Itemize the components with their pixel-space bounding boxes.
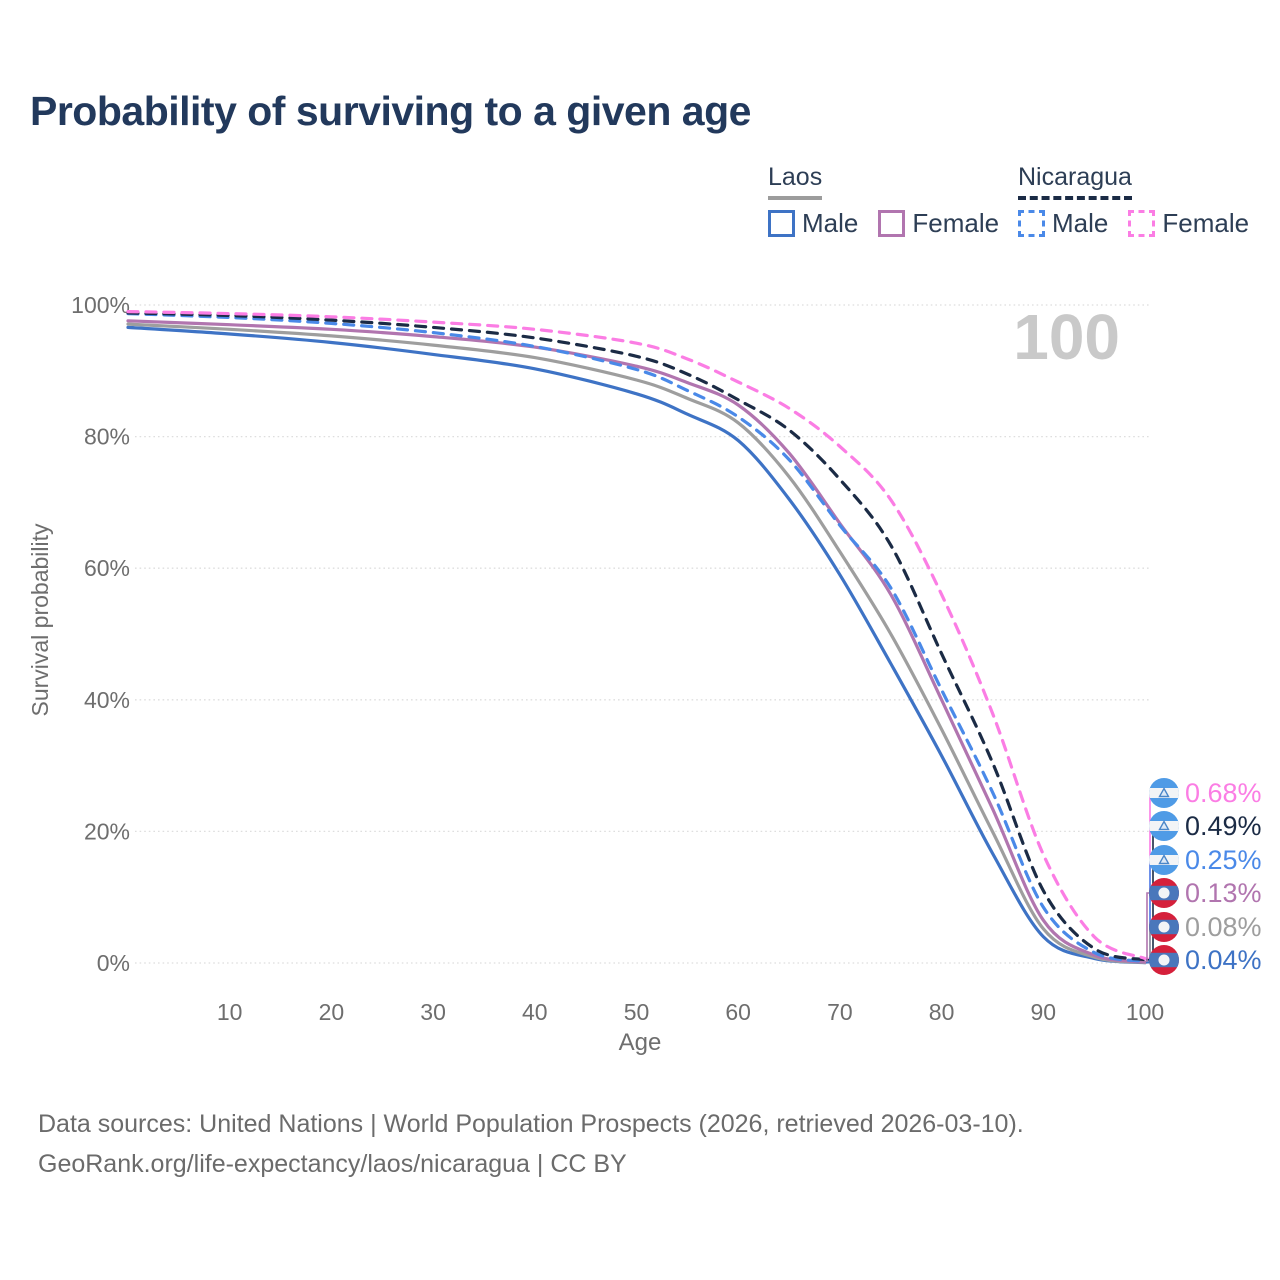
y-tick-label: 40% xyxy=(84,687,130,713)
x-tick-label: 30 xyxy=(420,999,446,1025)
end-value-laos-male: 0.04% xyxy=(1185,945,1262,975)
y-tick-label: 100% xyxy=(71,292,130,318)
end-value-nicaragua-both: 0.49% xyxy=(1185,811,1262,841)
nicaragua-flag-icon xyxy=(1149,778,1179,808)
laos-female-swatch-icon xyxy=(878,210,906,237)
series-line-laos-male[interactable] xyxy=(126,325,1147,965)
laos-male-swatch-icon xyxy=(768,210,795,237)
legend-country-nicaragua: Nicaragua xyxy=(1018,163,1132,200)
legend-group-nicaragua: Nicaragua Male Female xyxy=(1018,163,1249,239)
nicaragua-male-swatch-icon xyxy=(1018,210,1045,237)
legend-item-laos-male[interactable]: Male xyxy=(768,208,858,239)
legend-item-nicaragua-female[interactable]: Female xyxy=(1128,208,1249,239)
legend-group-laos: Laos Male Female xyxy=(768,163,999,239)
chart-title: Probability of surviving to a given age xyxy=(30,88,751,134)
legend-item-nicaragua-male[interactable]: Male xyxy=(1018,208,1108,239)
footer: Data sources: United Nations | World Pop… xyxy=(38,1104,1024,1184)
y-tick-label: 80% xyxy=(84,424,130,450)
end-value-laos-both: 0.08% xyxy=(1185,912,1262,942)
series-line-laos-female[interactable] xyxy=(126,319,1147,964)
y-tick-label: 20% xyxy=(84,818,130,844)
x-axis: 10 20 30 40 50 60 70 80 90 100 Age xyxy=(217,999,1164,1056)
gridlines: 0% 20% 40% 60% 80% 100% xyxy=(71,292,1150,976)
legend-items-laos: Male Female xyxy=(768,208,999,239)
legend-item-laos-female[interactable]: Female xyxy=(878,208,999,239)
legend-country-laos: Laos xyxy=(768,163,823,200)
nicaragua-flag-icon xyxy=(1149,845,1179,875)
legend-label-laos-male: Male xyxy=(802,208,859,238)
legend-items-nicaragua: Male Female xyxy=(1018,208,1249,239)
series-lines xyxy=(126,310,1147,965)
x-tick-label: 80 xyxy=(929,999,955,1025)
end-value-nicaragua-female: 0.68% xyxy=(1185,778,1262,808)
series-line-laos-both[interactable] xyxy=(126,322,1147,965)
end-value-nicaragua-male: 0.25% xyxy=(1185,845,1262,875)
x-tick-label: 50 xyxy=(624,999,650,1025)
hover-age-watermark: 100 xyxy=(1013,301,1120,373)
y-tick-label: 60% xyxy=(84,555,130,581)
x-tick-label: 10 xyxy=(217,999,243,1025)
x-tick-label: 70 xyxy=(827,999,853,1025)
legend-label-nicaragua-female: Female xyxy=(1162,208,1250,238)
legend-label-nicaragua-male: Male xyxy=(1052,208,1109,238)
x-axis-title: Age xyxy=(619,1029,662,1056)
attribution-line: GeoRank.org/life-expectancy/laos/nicarag… xyxy=(38,1150,627,1178)
series-line-nicaragua-male[interactable] xyxy=(126,312,1147,963)
y-tick-label: 0% xyxy=(97,950,130,976)
x-tick-label: 90 xyxy=(1031,999,1057,1025)
x-tick-label: 60 xyxy=(725,999,751,1025)
legend-label-laos-female: Female xyxy=(912,208,1000,238)
data-sources-line: Data sources: United Nations | World Pop… xyxy=(38,1110,1024,1138)
x-tick-label: 20 xyxy=(319,999,345,1025)
laos-flag-icon xyxy=(1149,878,1179,908)
nicaragua-flag-icon xyxy=(1149,811,1179,841)
nicaragua-female-swatch-icon xyxy=(1128,210,1156,237)
end-value-laos-female: 0.13% xyxy=(1185,878,1262,908)
series-line-nicaragua-female[interactable] xyxy=(126,310,1147,961)
series-line-nicaragua-both[interactable] xyxy=(126,311,1147,962)
laos-flag-icon xyxy=(1149,945,1179,975)
end-value-labels: 0.68%0.49% 0.25%0.13% 0.08%0.04% xyxy=(1146,778,1262,975)
laos-flag-icon xyxy=(1149,912,1179,942)
x-tick-label: 40 xyxy=(522,999,548,1025)
x-tick-label: 100 xyxy=(1126,999,1164,1025)
y-axis-title: Survival probability xyxy=(27,523,53,717)
